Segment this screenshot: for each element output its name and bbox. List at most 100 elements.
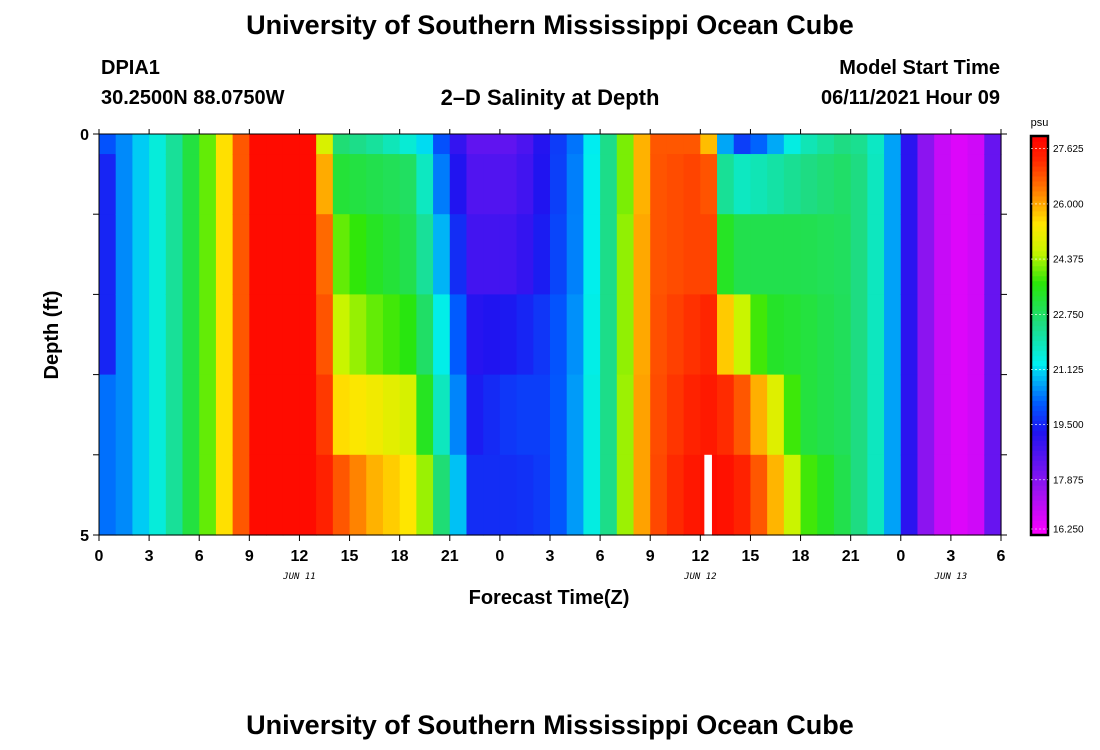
heatmap-cell [332,374,351,456]
heatmap-cell [449,154,468,215]
heatmap-cell [199,374,217,456]
heatmap-cell [449,454,468,536]
heatmap-cell [399,454,417,536]
heatmap-cell [366,454,384,536]
colorbar-segment [1031,136,1048,142]
colorbar-segment [1031,345,1048,352]
heatmap-cell [666,134,685,155]
heatmap-cell [416,154,434,215]
colorbar-segment [1031,490,1048,496]
heatmap-cell [349,294,367,376]
colorbar-segment [1031,510,1048,516]
colorbar-segment [1031,485,1048,491]
model-start-label: Model Start Time [839,57,1000,79]
heatmap-cell [516,214,534,295]
heatmap-cell [767,214,785,295]
heatmap-cell [967,214,985,295]
heatmap-cell [132,374,150,456]
heatmap-cell [533,374,551,456]
colorbar-segment [1031,340,1048,347]
y-axis: 05 [80,127,1007,545]
heatmap-cell [783,214,802,295]
colorbar-segment [1031,250,1048,257]
colorbar-segment [1031,520,1048,526]
heatmap-cell [366,214,384,295]
x-tick-label: 21 [842,548,860,565]
heatmap-cell [583,454,601,536]
heatmap-cell [215,374,234,456]
heatmap-cell [165,374,184,456]
colorbar-segment [1031,315,1048,322]
heatmap-cell [232,214,250,295]
colorbar-segment [1031,495,1048,501]
heatmap-cell [550,154,568,215]
heatmap-cell [266,134,284,155]
heatmap-cell [650,214,668,295]
heatmap-cell [99,134,117,155]
colorbar-segment [1031,425,1048,431]
date-label: JUN 12 [683,572,717,582]
heatmap-cell [817,454,835,536]
heatmap-cell [382,154,401,215]
heatmap-cell [566,294,584,376]
x-tick-label: 12 [691,548,709,565]
colorbar-segment [1031,415,1048,421]
heatmap-cell [583,294,601,376]
heatmap-cell [366,294,384,376]
heatmap-cell [199,294,217,376]
heatmap-cell [499,374,518,456]
colorbar-tick-label: 21.125 [1053,365,1084,376]
heatmap-cell [633,154,651,215]
heatmap-cell [433,214,451,295]
heatmap-cell [416,214,434,295]
heatmap-cell [182,374,200,456]
heatmap-cell [950,154,969,215]
heatmap-cell [215,454,234,536]
heatmap-cell [666,154,685,215]
heatmap-cell-missing [704,454,712,536]
heatmap-cell [733,134,752,155]
colorbar-segment [1031,445,1048,451]
heatmap-cell [332,294,351,376]
heatmap-cell [616,294,635,376]
heatmap-cell [182,154,200,215]
heatmap-cell [666,454,685,536]
heatmap-cell [433,134,451,155]
heatmap-cell [833,214,852,295]
colorbar-segment [1031,295,1048,302]
heatmap-cell [917,134,935,155]
heatmap-cell [165,154,184,215]
heatmap-cell [884,374,902,456]
heatmap-cell [466,374,484,456]
heatmap-cell [767,374,785,456]
heatmap-cell [399,374,417,456]
colorbar-tick-label: 26.000 [1053,199,1084,210]
heatmap-cell [900,454,919,536]
heatmap-cell [884,154,902,215]
colorbar-segment [1031,205,1048,212]
x-tick-label: 3 [946,548,955,565]
heatmap-cell [466,214,484,295]
heatmap-cell [433,374,451,456]
x-tick-label: 6 [997,548,1006,565]
heatmap-cell [449,134,468,155]
colorbar-segment [1031,350,1048,357]
colorbar-segment [1031,380,1048,386]
heatmap-cell [934,214,952,295]
heatmap-cell [299,214,317,295]
heatmap-cell [433,454,451,536]
heatmap-cell [182,214,200,295]
colorbar-segment [1031,335,1048,342]
heatmap-cell [616,454,635,536]
heatmap-cell [850,134,868,155]
colorbar-segment [1031,140,1048,147]
heatmap-cell [750,374,768,456]
heatmap-cell [900,374,919,456]
heatmap-cell [299,154,317,215]
heatmap-cell [750,134,768,155]
heatmap-cell [282,214,301,295]
heatmap-cell [483,294,501,376]
heatmap-cell [717,374,735,456]
heatmap-cell [817,214,835,295]
heatmap-cell [483,374,501,456]
